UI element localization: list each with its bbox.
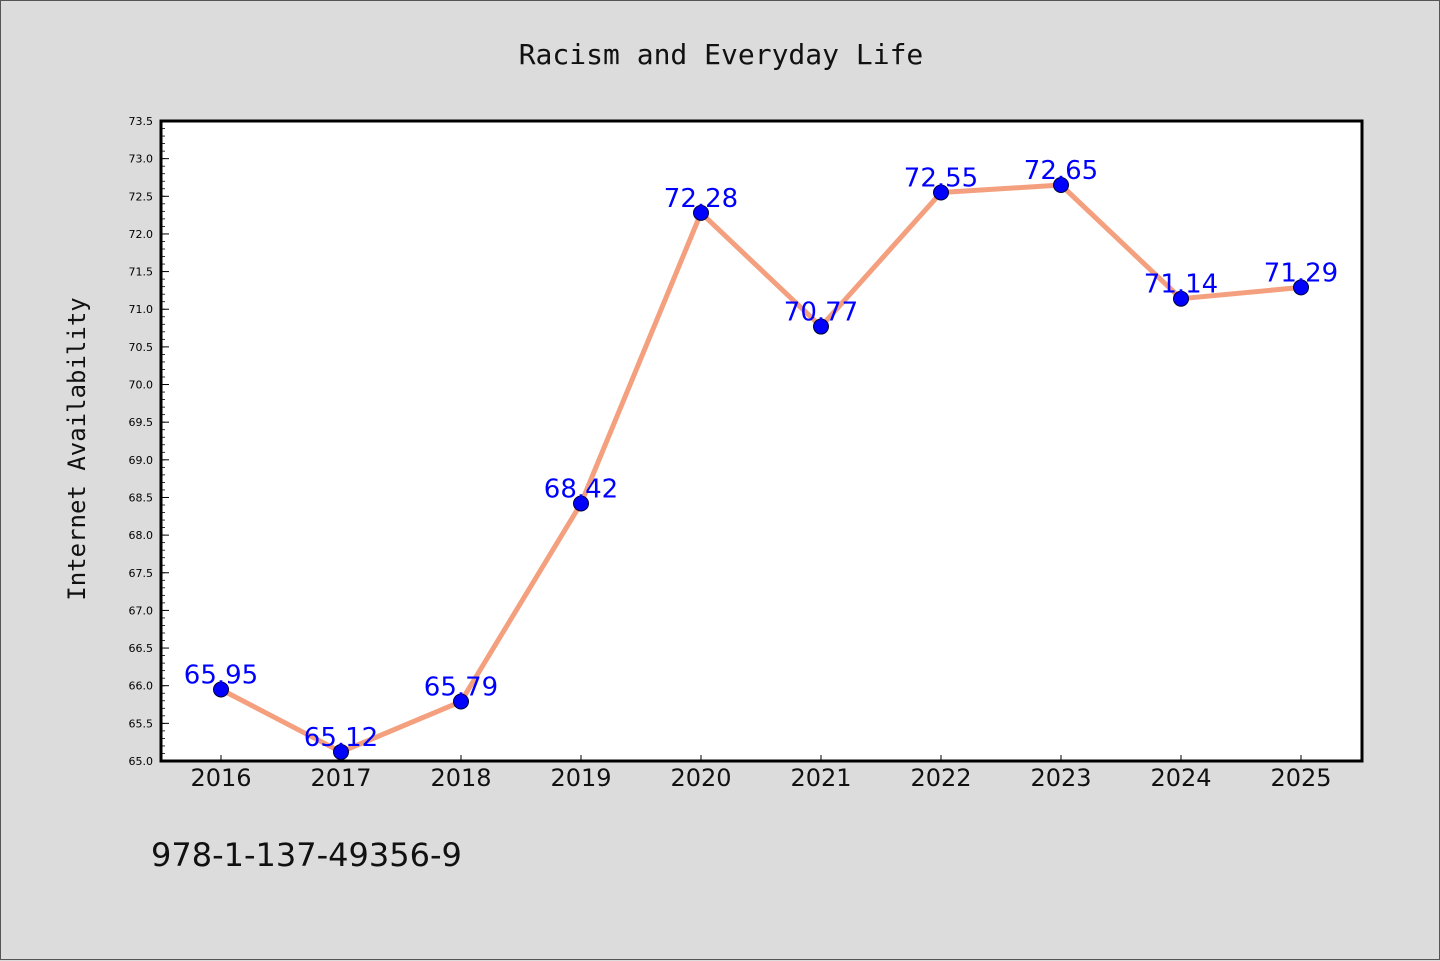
data-label: 65.12 bbox=[304, 723, 378, 753]
y-tick-label: 67.5 bbox=[129, 567, 154, 580]
series: 65.95 65.12 65.79 68.42 72.28 70.77 72.55 72.65… bbox=[184, 156, 1338, 760]
y-axis: 65.0 65.5 66.0 66.5 67.0 67.5 68.0 68.5 69.0 69.5… bbox=[129, 115, 169, 768]
y-tick-label: 66.0 bbox=[129, 680, 154, 693]
y-tick-label: 68.5 bbox=[129, 491, 154, 504]
data-label: 72.65 bbox=[1024, 156, 1098, 186]
data-point bbox=[453, 693, 469, 710]
data-point bbox=[333, 743, 349, 760]
data-label: 65.79 bbox=[424, 673, 498, 703]
y-tick-label: 65.5 bbox=[129, 717, 154, 730]
y-tick-label: 73.5 bbox=[129, 115, 154, 128]
y-tick-label: 66.5 bbox=[129, 642, 154, 655]
plot-area bbox=[159, 119, 1364, 763]
data-label: 71.14 bbox=[1144, 270, 1218, 300]
y-axis-label: Internet Availability bbox=[63, 297, 91, 600]
x-tick-label: 2025 bbox=[1270, 764, 1331, 792]
data-label: 68.42 bbox=[544, 474, 618, 504]
data-label: 72.55 bbox=[904, 164, 978, 194]
y-tick-label: 71.5 bbox=[129, 266, 154, 279]
y-tick-label: 65.0 bbox=[129, 755, 154, 768]
x-tick-label: 2022 bbox=[910, 764, 971, 792]
y-tick-label: 72.5 bbox=[129, 190, 154, 203]
data-point bbox=[813, 318, 829, 335]
chart-title: Racism and Everyday Life bbox=[519, 38, 924, 71]
data-point bbox=[693, 204, 709, 221]
data-label: 71.29 bbox=[1264, 258, 1338, 288]
data-point bbox=[1053, 177, 1069, 193]
x-tick-label: 2020 bbox=[670, 764, 731, 792]
data-label: 72.28 bbox=[664, 184, 738, 214]
data-point bbox=[1293, 279, 1309, 296]
data-label: 70.77 bbox=[784, 298, 858, 328]
x-tick-label: 2019 bbox=[550, 764, 611, 792]
x-tick-label: 2016 bbox=[190, 764, 251, 792]
y-tick-label: 68.0 bbox=[129, 529, 154, 542]
x-axis: 2016 2017 2018 2019 2020 2021 2022 2023 2024 2025 bbox=[190, 755, 1332, 792]
y-tick-label: 72.0 bbox=[129, 228, 154, 241]
y-tick-label: 73.0 bbox=[129, 153, 154, 166]
y-tick-label: 67.0 bbox=[129, 604, 154, 617]
y-tick-label: 70.5 bbox=[129, 341, 154, 354]
y-tick-label: 69.0 bbox=[129, 454, 154, 467]
data-point bbox=[1173, 290, 1189, 307]
data-point bbox=[933, 184, 949, 201]
series-line bbox=[219, 182, 1302, 755]
x-tick-label: 2023 bbox=[1030, 764, 1091, 792]
x-tick-label: 2021 bbox=[790, 764, 851, 792]
isbn-text: 978-1-137-49356-9 bbox=[151, 836, 462, 874]
x-tick-label: 2018 bbox=[430, 764, 491, 792]
x-tick-label: 2017 bbox=[310, 764, 371, 792]
x-tick-label: 2024 bbox=[1150, 764, 1211, 792]
y-tick-label: 69.5 bbox=[129, 416, 154, 429]
y-tick-label: 71.0 bbox=[129, 303, 154, 316]
data-label: 65.95 bbox=[184, 660, 258, 690]
y-tick-label: 70.0 bbox=[129, 379, 154, 392]
data-point bbox=[573, 495, 589, 512]
data-point bbox=[213, 681, 229, 698]
